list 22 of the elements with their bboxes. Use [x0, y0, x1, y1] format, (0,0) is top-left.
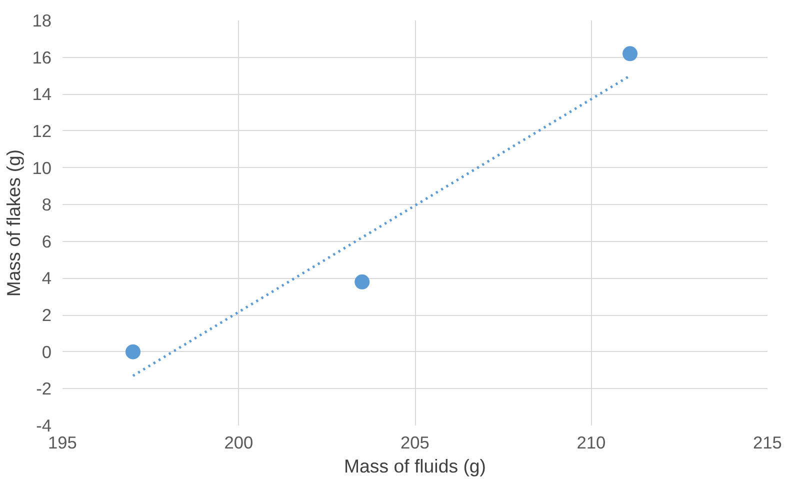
y-tick-label: 10 — [32, 158, 52, 178]
x-axis-title: Mass of fluids (g) — [344, 456, 486, 476]
y-tick-label: 18 — [32, 10, 52, 30]
y-tick-label: 8 — [42, 194, 52, 215]
x-tick-label: 210 — [576, 432, 606, 452]
point — [622, 46, 638, 62]
y-tick-label: 6 — [42, 231, 52, 252]
y-tick-label: 0 — [42, 342, 52, 362]
y-tick-label: 2 — [42, 305, 52, 326]
point — [126, 344, 140, 360]
x-tick-label: 205 — [400, 432, 430, 452]
y-tick-label: -2 — [36, 378, 52, 399]
y-tick-label: 12 — [32, 120, 52, 141]
y-axis-title: Mass of flakes (g) — [3, 149, 24, 297]
y-tick-label: 14 — [32, 84, 52, 104]
y-tick-label: 4 — [42, 268, 52, 288]
x-tick-label: 195 — [48, 432, 77, 452]
point — [354, 274, 370, 290]
x-tick-label: 200 — [224, 432, 254, 452]
y-tick-label: -4 — [36, 416, 52, 436]
x-tick-label: 215 — [753, 432, 782, 452]
y-tick-label: 16 — [32, 47, 52, 68]
